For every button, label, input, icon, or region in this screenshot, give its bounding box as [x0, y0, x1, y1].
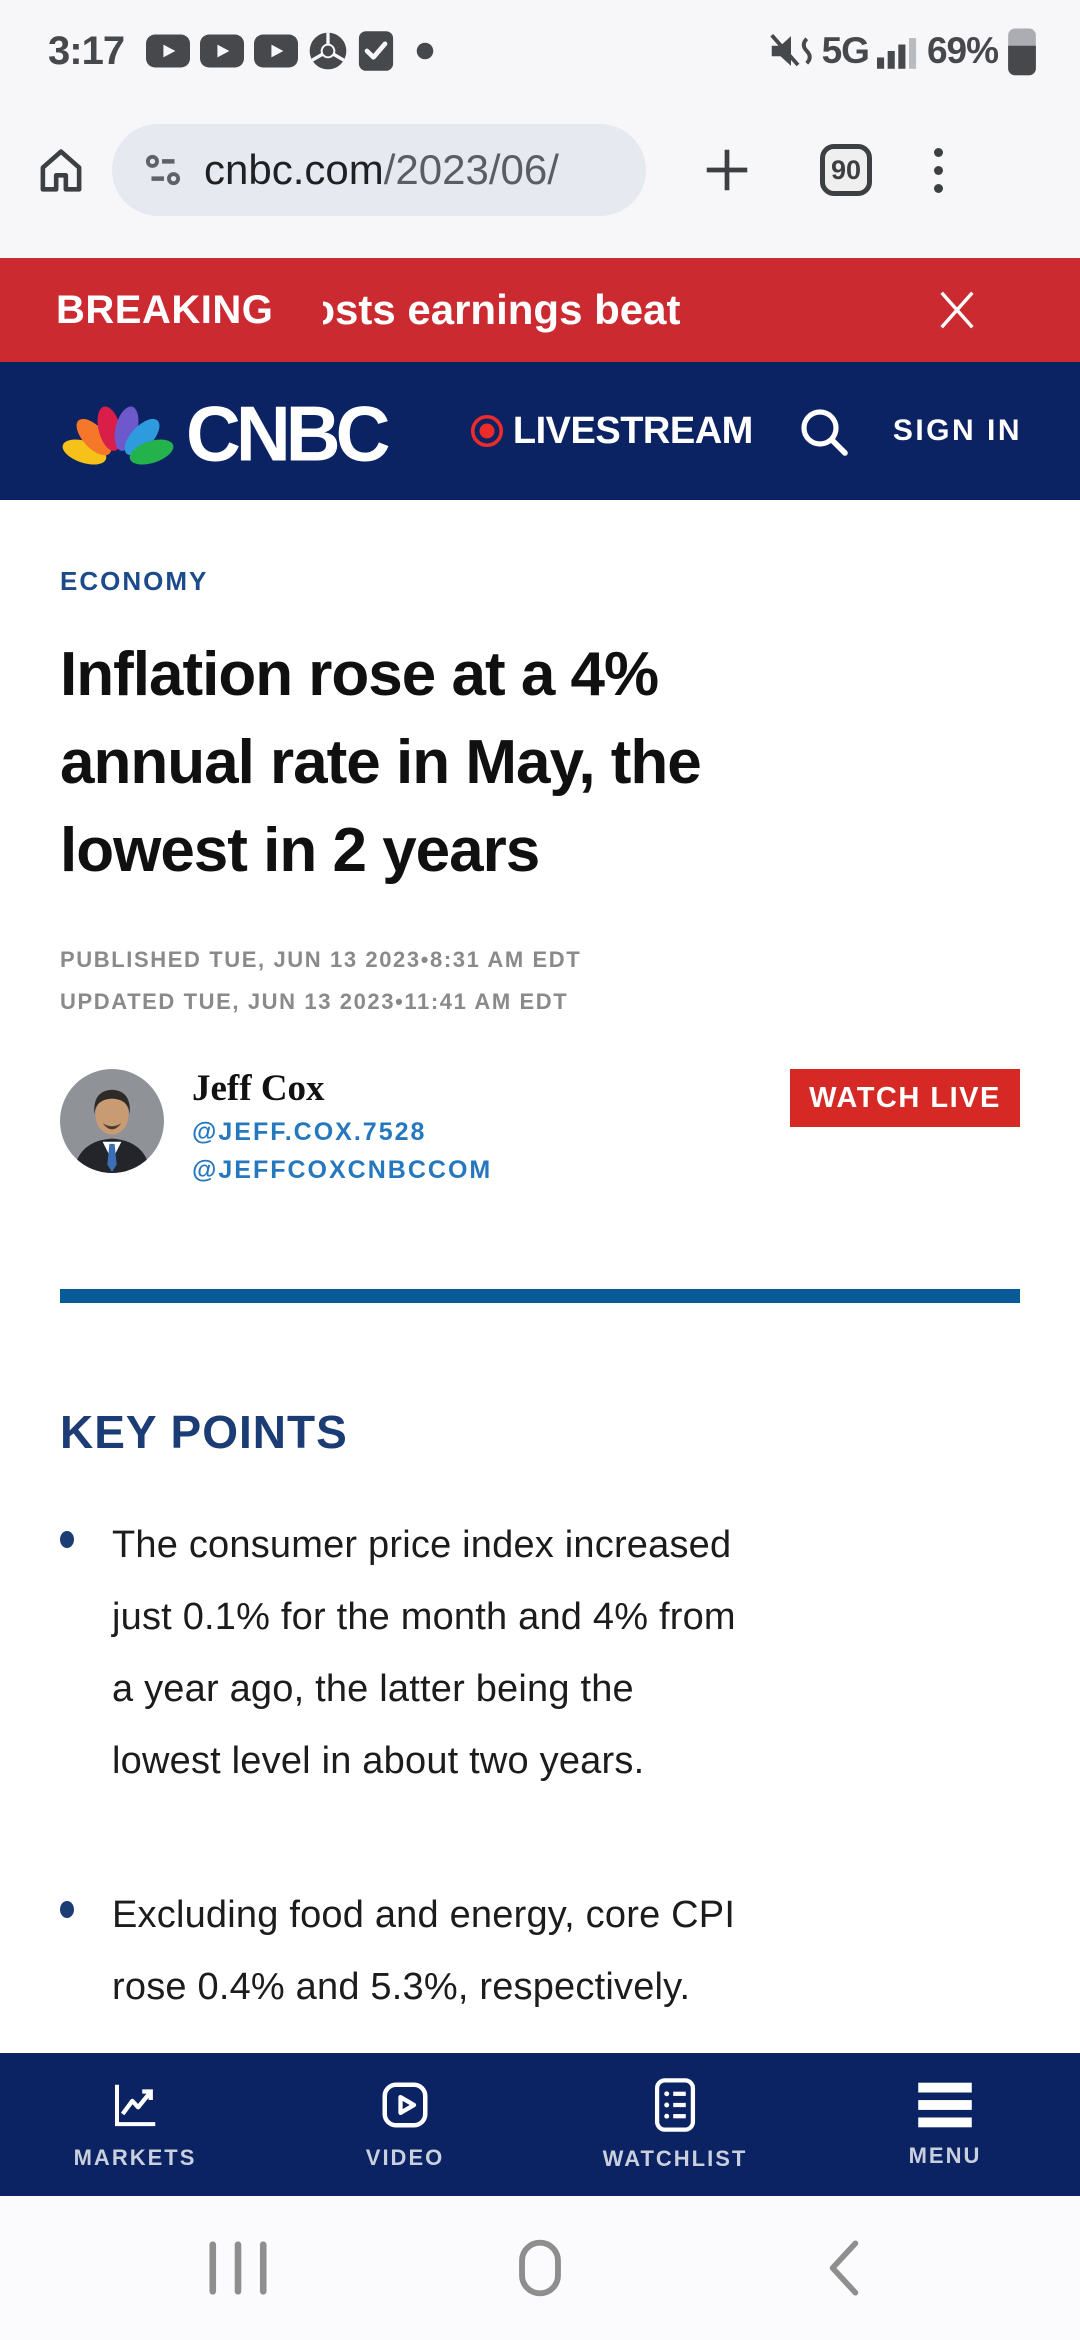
watch-live-button[interactable]: WATCH LIVE — [790, 1069, 1020, 1127]
peacock-icon — [62, 406, 174, 465]
bottom-navigation: MARKETS VIDEO WATCHLIST MENU — [0, 2053, 1080, 2196]
url-path: /2023/06/ — [383, 146, 559, 193]
battery-icon — [1008, 28, 1036, 76]
markets-chart-icon — [114, 2084, 156, 2127]
clock: 3:17 — [48, 28, 125, 73]
key-point-item: The consumer price index increased just … — [60, 1509, 1020, 1797]
chrome-icon — [309, 32, 347, 70]
author-photo — [60, 1069, 164, 1173]
updated-line: UPDATED TUE, JUN 13 2023•11:41 AM EDT — [60, 989, 569, 1014]
browser-home-button[interactable] — [32, 141, 90, 199]
browser-toolbar: cnbc.com/2023/06/ 90 — [0, 88, 1080, 258]
article-headline: Inflation rose at a 4% annual rate in Ma… — [60, 640, 702, 885]
plus-icon — [706, 149, 748, 191]
dismiss-banner-button[interactable] — [934, 287, 980, 333]
published-line: PUBLISHED TUE, JUN 13 2023•8:31 AM EDT — [60, 947, 582, 972]
article-timestamps: PUBLISHED TUE, JUN 13 2023•8:31 AM EDT U… — [60, 939, 1020, 1023]
author-handle-primary[interactable]: @JEFF.COX.7528 — [192, 1118, 427, 1146]
breaking-news-banner[interactable]: BREAKING osts earnings beat — [0, 258, 1080, 362]
url-bar[interactable]: cnbc.com/2023/06/ — [112, 124, 646, 216]
browser-menu-button[interactable] — [934, 147, 943, 193]
key-points-list: The consumer price index increased just … — [60, 1509, 1020, 2023]
url-domain: cnbc.com — [204, 146, 384, 193]
android-navigation-bar — [0, 2196, 1080, 2340]
search-icon — [801, 409, 848, 456]
kebab-icon — [934, 147, 943, 157]
site-header: CNBC LIVESTREAM SIGN IN — [0, 362, 1080, 500]
checkbox-icon — [358, 31, 394, 71]
site-settings-icon[interactable] — [140, 147, 186, 193]
youtube-icon — [200, 34, 245, 68]
url-text: cnbc.com/2023/06/ — [204, 146, 559, 194]
back-chevron-icon — [829, 2240, 859, 2296]
new-tab-button[interactable] — [700, 143, 754, 197]
signal-bars-icon — [876, 38, 917, 69]
section-divider — [60, 1289, 1020, 1303]
tab-count: 90 — [830, 154, 862, 185]
article-body: ECONOMY Inflation rose at a 4% annual ra… — [0, 500, 1080, 2053]
nav-item-markets[interactable]: MARKETS — [0, 2053, 270, 2196]
youtube-icon — [254, 34, 299, 68]
breaking-label: BREAKING — [56, 287, 274, 332]
sign-in-button[interactable]: SIGN IN — [892, 414, 1022, 447]
home-icon — [40, 149, 82, 192]
notification-dot-icon — [416, 42, 434, 60]
menu-icon — [918, 2082, 972, 2128]
recents-icon — [209, 2241, 267, 2295]
nav-item-menu[interactable]: MENU — [810, 2053, 1080, 2196]
android-home-button[interactable] — [518, 2238, 562, 2298]
status-bar: 3:17 5G 69% — [0, 0, 1080, 88]
nav-item-video[interactable]: VIDEO — [270, 2053, 540, 2196]
key-points-heading: KEY POINTS — [60, 1406, 348, 1458]
author-handle-secondary[interactable]: @JEFFCOXCNBCCOM — [192, 1156, 493, 1184]
back-button[interactable] — [825, 2237, 863, 2299]
video-play-icon — [382, 2082, 428, 2128]
android-home-icon — [519, 2239, 561, 2297]
author-name: Jeff Cox — [192, 1068, 325, 1109]
author-block: Jeff Cox @JEFF.COX.7528 @JEFFCOXCNBCCOM … — [60, 1069, 1020, 1185]
notification-icons — [146, 30, 434, 72]
tab-switcher-button[interactable]: 90 — [820, 144, 872, 196]
status-indicators: 5G 69% — [768, 25, 1038, 77]
network-type: 5G — [821, 30, 870, 71]
breaking-ticker[interactable]: osts earnings beat — [323, 286, 681, 333]
watchlist-icon — [654, 2078, 696, 2132]
cnbc-wordmark: CNBC — [186, 391, 391, 478]
key-point-item: Excluding food and energy, core CPI rose… — [60, 1879, 1020, 2023]
nav-item-watchlist[interactable]: WATCHLIST — [540, 2053, 810, 2196]
youtube-icon — [146, 34, 191, 68]
cnbc-logo[interactable]: CNBC — [52, 389, 391, 478]
battery-percent: 69% — [926, 30, 999, 71]
search-button[interactable] — [797, 405, 849, 457]
livestream-button[interactable]: LIVESTREAM — [469, 410, 753, 453]
mute-vibrate-icon — [769, 33, 812, 67]
close-icon — [940, 291, 974, 329]
recents-button[interactable] — [205, 2240, 271, 2296]
record-dot-icon — [470, 414, 503, 448]
category-link[interactable]: ECONOMY — [60, 566, 209, 596]
author-avatar — [60, 1069, 164, 1173]
